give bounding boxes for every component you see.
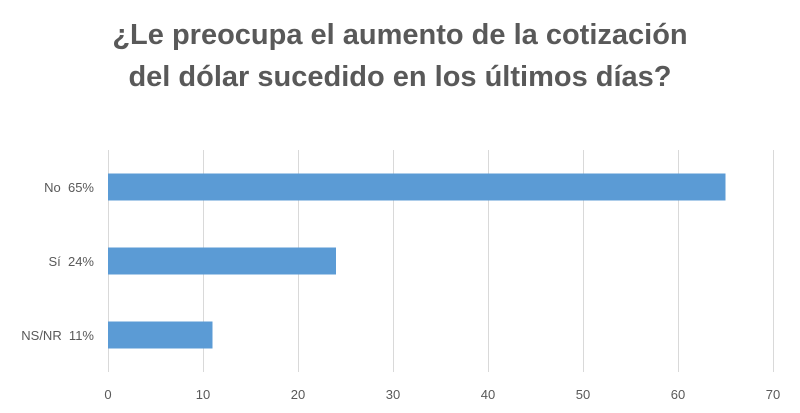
- category-label-2: NS/NR 11%: [21, 328, 94, 343]
- x-tick-label-60: 60: [671, 387, 685, 402]
- chart-title-line-1: ¿Le preocupa el aumento de la cotización: [112, 19, 688, 51]
- x-tick-label-50: 50: [576, 387, 590, 402]
- x-tick-label-70: 70: [766, 387, 780, 402]
- category-label-1: Sí 24%: [48, 254, 94, 269]
- bar-0: [108, 173, 726, 201]
- chart-title-line-2: del dólar sucedido en los últimos días?: [128, 61, 672, 93]
- x-tick-label-30: 30: [386, 387, 400, 402]
- x-tick-label-40: 40: [481, 387, 495, 402]
- chart-title: ¿Le preocupa el aumento de la cotización…: [0, 14, 800, 98]
- category-label-0: No 65%: [44, 180, 94, 195]
- bar-2: [108, 321, 213, 349]
- x-tick-label-10: 10: [196, 387, 210, 402]
- x-tick-label-0: 0: [104, 387, 111, 402]
- x-tick-label-20: 20: [291, 387, 305, 402]
- bar-1: [108, 247, 336, 275]
